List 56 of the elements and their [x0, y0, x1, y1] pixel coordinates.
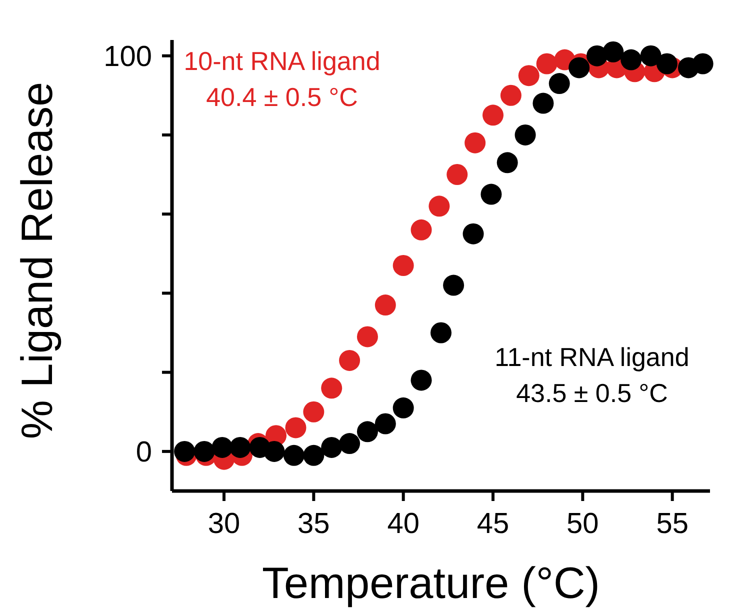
point	[374, 294, 396, 316]
point	[428, 196, 450, 217]
x-tick-label: 40	[387, 508, 420, 540]
point	[230, 437, 251, 458]
point	[410, 370, 432, 391]
x-tick-label: 50	[566, 508, 599, 540]
y-tick-label: 0	[136, 436, 152, 468]
series-label: 11-nt RNA ligand	[494, 342, 690, 372]
point	[356, 421, 378, 442]
point	[620, 49, 642, 70]
point	[462, 223, 484, 244]
point	[303, 444, 324, 466]
point	[568, 57, 590, 78]
point	[640, 45, 662, 66]
point	[446, 164, 468, 185]
point	[514, 124, 536, 146]
point	[536, 53, 558, 74]
point	[602, 41, 624, 62]
point	[392, 255, 414, 276]
point	[321, 437, 342, 458]
x-tick-label: 45	[476, 508, 510, 540]
y-tick-label: 100	[104, 40, 152, 73]
annotation: 40.4 ± 0.5 °C	[206, 82, 358, 112]
point	[374, 413, 396, 434]
point	[548, 73, 570, 94]
point	[518, 65, 540, 86]
text: 10-nt RNA ligand	[184, 46, 380, 76]
point	[532, 92, 554, 114]
point	[464, 132, 486, 154]
x-tick-label: 55	[656, 508, 688, 540]
point	[321, 378, 342, 399]
x-tick-label: 30	[208, 508, 240, 540]
point	[174, 440, 196, 462]
point	[410, 219, 432, 240]
point	[692, 53, 714, 74]
point	[339, 433, 360, 454]
point	[496, 152, 518, 174]
point	[656, 53, 678, 74]
point	[303, 401, 324, 422]
point	[264, 440, 285, 462]
point	[356, 326, 378, 348]
x-tick-label: 35	[298, 508, 330, 540]
point	[194, 440, 215, 462]
point	[482, 104, 504, 126]
point	[430, 322, 452, 344]
point	[212, 437, 233, 458]
point	[480, 184, 502, 205]
point	[283, 444, 304, 466]
annotation: 43.5 ± 0.5 °C	[516, 378, 668, 408]
y-axis-title: % Ligand Release	[13, 82, 62, 440]
point	[500, 84, 522, 106]
point	[285, 417, 306, 438]
x-axis-title: Temperature (°C)	[262, 559, 600, 608]
point	[392, 397, 414, 418]
point	[443, 274, 464, 296]
point	[339, 350, 360, 371]
